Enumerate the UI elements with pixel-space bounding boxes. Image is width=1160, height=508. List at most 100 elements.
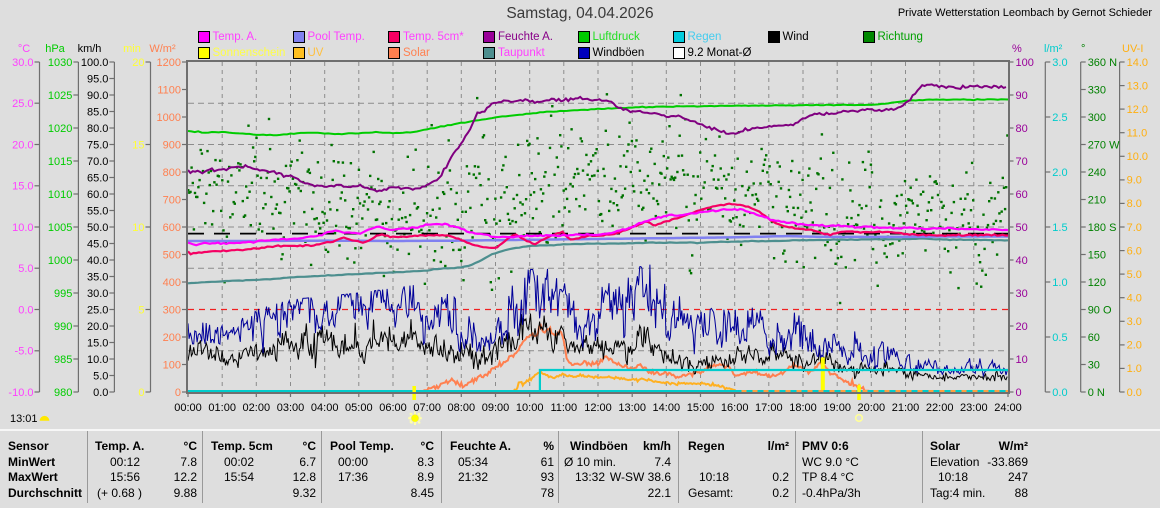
svg-text:01:00: 01:00 bbox=[208, 402, 236, 414]
svg-text:10: 10 bbox=[1016, 354, 1028, 366]
svg-text:240: 240 bbox=[1088, 167, 1106, 179]
svg-text:400: 400 bbox=[163, 277, 181, 289]
svg-text:60.0: 60.0 bbox=[87, 189, 108, 201]
svg-text:-10.0: -10.0 bbox=[8, 387, 33, 399]
svg-text:19:00: 19:00 bbox=[823, 402, 851, 414]
svg-text:0: 0 bbox=[138, 387, 144, 399]
svg-text:900: 900 bbox=[163, 139, 181, 151]
svg-text:l/m²: l/m² bbox=[1044, 43, 1063, 55]
svg-text:22:00: 22:00 bbox=[926, 402, 954, 414]
svg-text:14:00: 14:00 bbox=[653, 402, 681, 414]
svg-text:20:00: 20:00 bbox=[858, 402, 886, 414]
svg-text:10:00: 10:00 bbox=[516, 402, 544, 414]
svg-text:100: 100 bbox=[1016, 57, 1034, 69]
svg-text:0: 0 bbox=[175, 387, 181, 399]
svg-text:1200: 1200 bbox=[157, 57, 181, 69]
svg-text:65.0: 65.0 bbox=[87, 172, 108, 184]
svg-text:1000: 1000 bbox=[48, 255, 72, 267]
svg-text:50.0: 50.0 bbox=[87, 222, 108, 234]
svg-text:4.0: 4.0 bbox=[1127, 293, 1142, 305]
svg-text:90 O: 90 O bbox=[1088, 304, 1112, 316]
svg-text:10.0: 10.0 bbox=[12, 222, 33, 234]
svg-text:985: 985 bbox=[54, 354, 72, 366]
svg-text:20: 20 bbox=[132, 57, 144, 69]
svg-text:25.0: 25.0 bbox=[12, 98, 33, 110]
svg-text:210: 210 bbox=[1088, 194, 1106, 206]
svg-text:17:00: 17:00 bbox=[755, 402, 783, 414]
svg-text:W/m²: W/m² bbox=[149, 43, 176, 55]
svg-text:75.0: 75.0 bbox=[87, 139, 108, 151]
svg-text:100: 100 bbox=[163, 359, 181, 371]
svg-text:990: 990 bbox=[54, 321, 72, 333]
svg-text:5.0: 5.0 bbox=[93, 370, 108, 382]
svg-text:18:00: 18:00 bbox=[789, 402, 817, 414]
svg-text:13:01: 13:01 bbox=[10, 413, 38, 425]
svg-text:04:00: 04:00 bbox=[311, 402, 339, 414]
svg-text:30: 30 bbox=[1088, 359, 1100, 371]
svg-text:70.0: 70.0 bbox=[87, 156, 108, 168]
svg-text:0: 0 bbox=[1016, 387, 1022, 399]
svg-text:30.0: 30.0 bbox=[87, 288, 108, 300]
svg-text:300: 300 bbox=[1088, 112, 1106, 124]
svg-text:00:00: 00:00 bbox=[174, 402, 202, 414]
svg-text:hPa: hPa bbox=[45, 43, 65, 55]
svg-text:12:00: 12:00 bbox=[584, 402, 612, 414]
svg-text:25.0: 25.0 bbox=[87, 304, 108, 316]
svg-text:200: 200 bbox=[163, 332, 181, 344]
svg-text:80: 80 bbox=[1016, 123, 1028, 135]
svg-text:90: 90 bbox=[1016, 90, 1028, 102]
svg-text:1.0: 1.0 bbox=[1052, 277, 1067, 289]
svg-text:20.0: 20.0 bbox=[87, 321, 108, 333]
svg-text:16:00: 16:00 bbox=[721, 402, 749, 414]
svg-text:14.0: 14.0 bbox=[1127, 57, 1148, 69]
svg-text:5.0: 5.0 bbox=[18, 263, 33, 275]
svg-text:50: 50 bbox=[1016, 222, 1028, 234]
svg-text:11:00: 11:00 bbox=[550, 402, 577, 414]
svg-text:2.0: 2.0 bbox=[1127, 340, 1142, 352]
svg-text:10: 10 bbox=[132, 222, 144, 234]
svg-text:%: % bbox=[1012, 43, 1022, 55]
svg-text:20: 20 bbox=[1016, 321, 1028, 333]
svg-text:1100: 1100 bbox=[157, 84, 181, 96]
svg-text:7.0: 7.0 bbox=[1127, 222, 1142, 234]
svg-text:11.0: 11.0 bbox=[1127, 128, 1148, 140]
svg-text:0.0: 0.0 bbox=[18, 304, 33, 316]
svg-text:120: 120 bbox=[1088, 277, 1106, 289]
svg-text:3.0: 3.0 bbox=[1127, 316, 1142, 328]
svg-text:70: 70 bbox=[1016, 156, 1028, 168]
svg-text:1015: 1015 bbox=[48, 156, 72, 168]
svg-text:2.0: 2.0 bbox=[1052, 167, 1067, 179]
svg-text:180 S: 180 S bbox=[1088, 222, 1117, 234]
svg-text:min: min bbox=[123, 43, 141, 55]
svg-text:55.0: 55.0 bbox=[87, 205, 108, 217]
svg-text:45.0: 45.0 bbox=[87, 238, 108, 250]
svg-text:100.0: 100.0 bbox=[81, 57, 109, 69]
svg-text:500: 500 bbox=[163, 249, 181, 261]
svg-text:15.0: 15.0 bbox=[12, 181, 33, 193]
svg-text:06:00: 06:00 bbox=[379, 402, 407, 414]
svg-text:800: 800 bbox=[163, 167, 181, 179]
svg-text:2.5: 2.5 bbox=[1052, 112, 1067, 124]
svg-text:35.0: 35.0 bbox=[87, 271, 108, 283]
svg-text:330: 330 bbox=[1088, 84, 1106, 96]
svg-text:40.0: 40.0 bbox=[87, 255, 108, 267]
svg-text:600: 600 bbox=[163, 222, 181, 234]
svg-text:300: 300 bbox=[163, 304, 181, 316]
svg-text:5: 5 bbox=[138, 304, 144, 316]
svg-text:13:00: 13:00 bbox=[618, 402, 646, 414]
svg-text:0.0: 0.0 bbox=[1127, 387, 1142, 399]
svg-text:°C: °C bbox=[18, 43, 30, 55]
svg-text:700: 700 bbox=[163, 194, 181, 206]
svg-text:3.0: 3.0 bbox=[1052, 57, 1067, 69]
svg-text:1020: 1020 bbox=[48, 123, 72, 135]
svg-text:0.0: 0.0 bbox=[93, 387, 108, 399]
svg-text:1005: 1005 bbox=[48, 222, 72, 234]
svg-text:40: 40 bbox=[1016, 255, 1028, 267]
svg-text:23:00: 23:00 bbox=[960, 402, 988, 414]
svg-text:20.0: 20.0 bbox=[12, 139, 33, 151]
svg-text:°: ° bbox=[1081, 43, 1085, 55]
svg-text:km/h: km/h bbox=[78, 43, 102, 55]
svg-text:12.0: 12.0 bbox=[1127, 104, 1148, 116]
svg-text:1.0: 1.0 bbox=[1127, 363, 1142, 375]
svg-text:13.0: 13.0 bbox=[1127, 80, 1148, 92]
